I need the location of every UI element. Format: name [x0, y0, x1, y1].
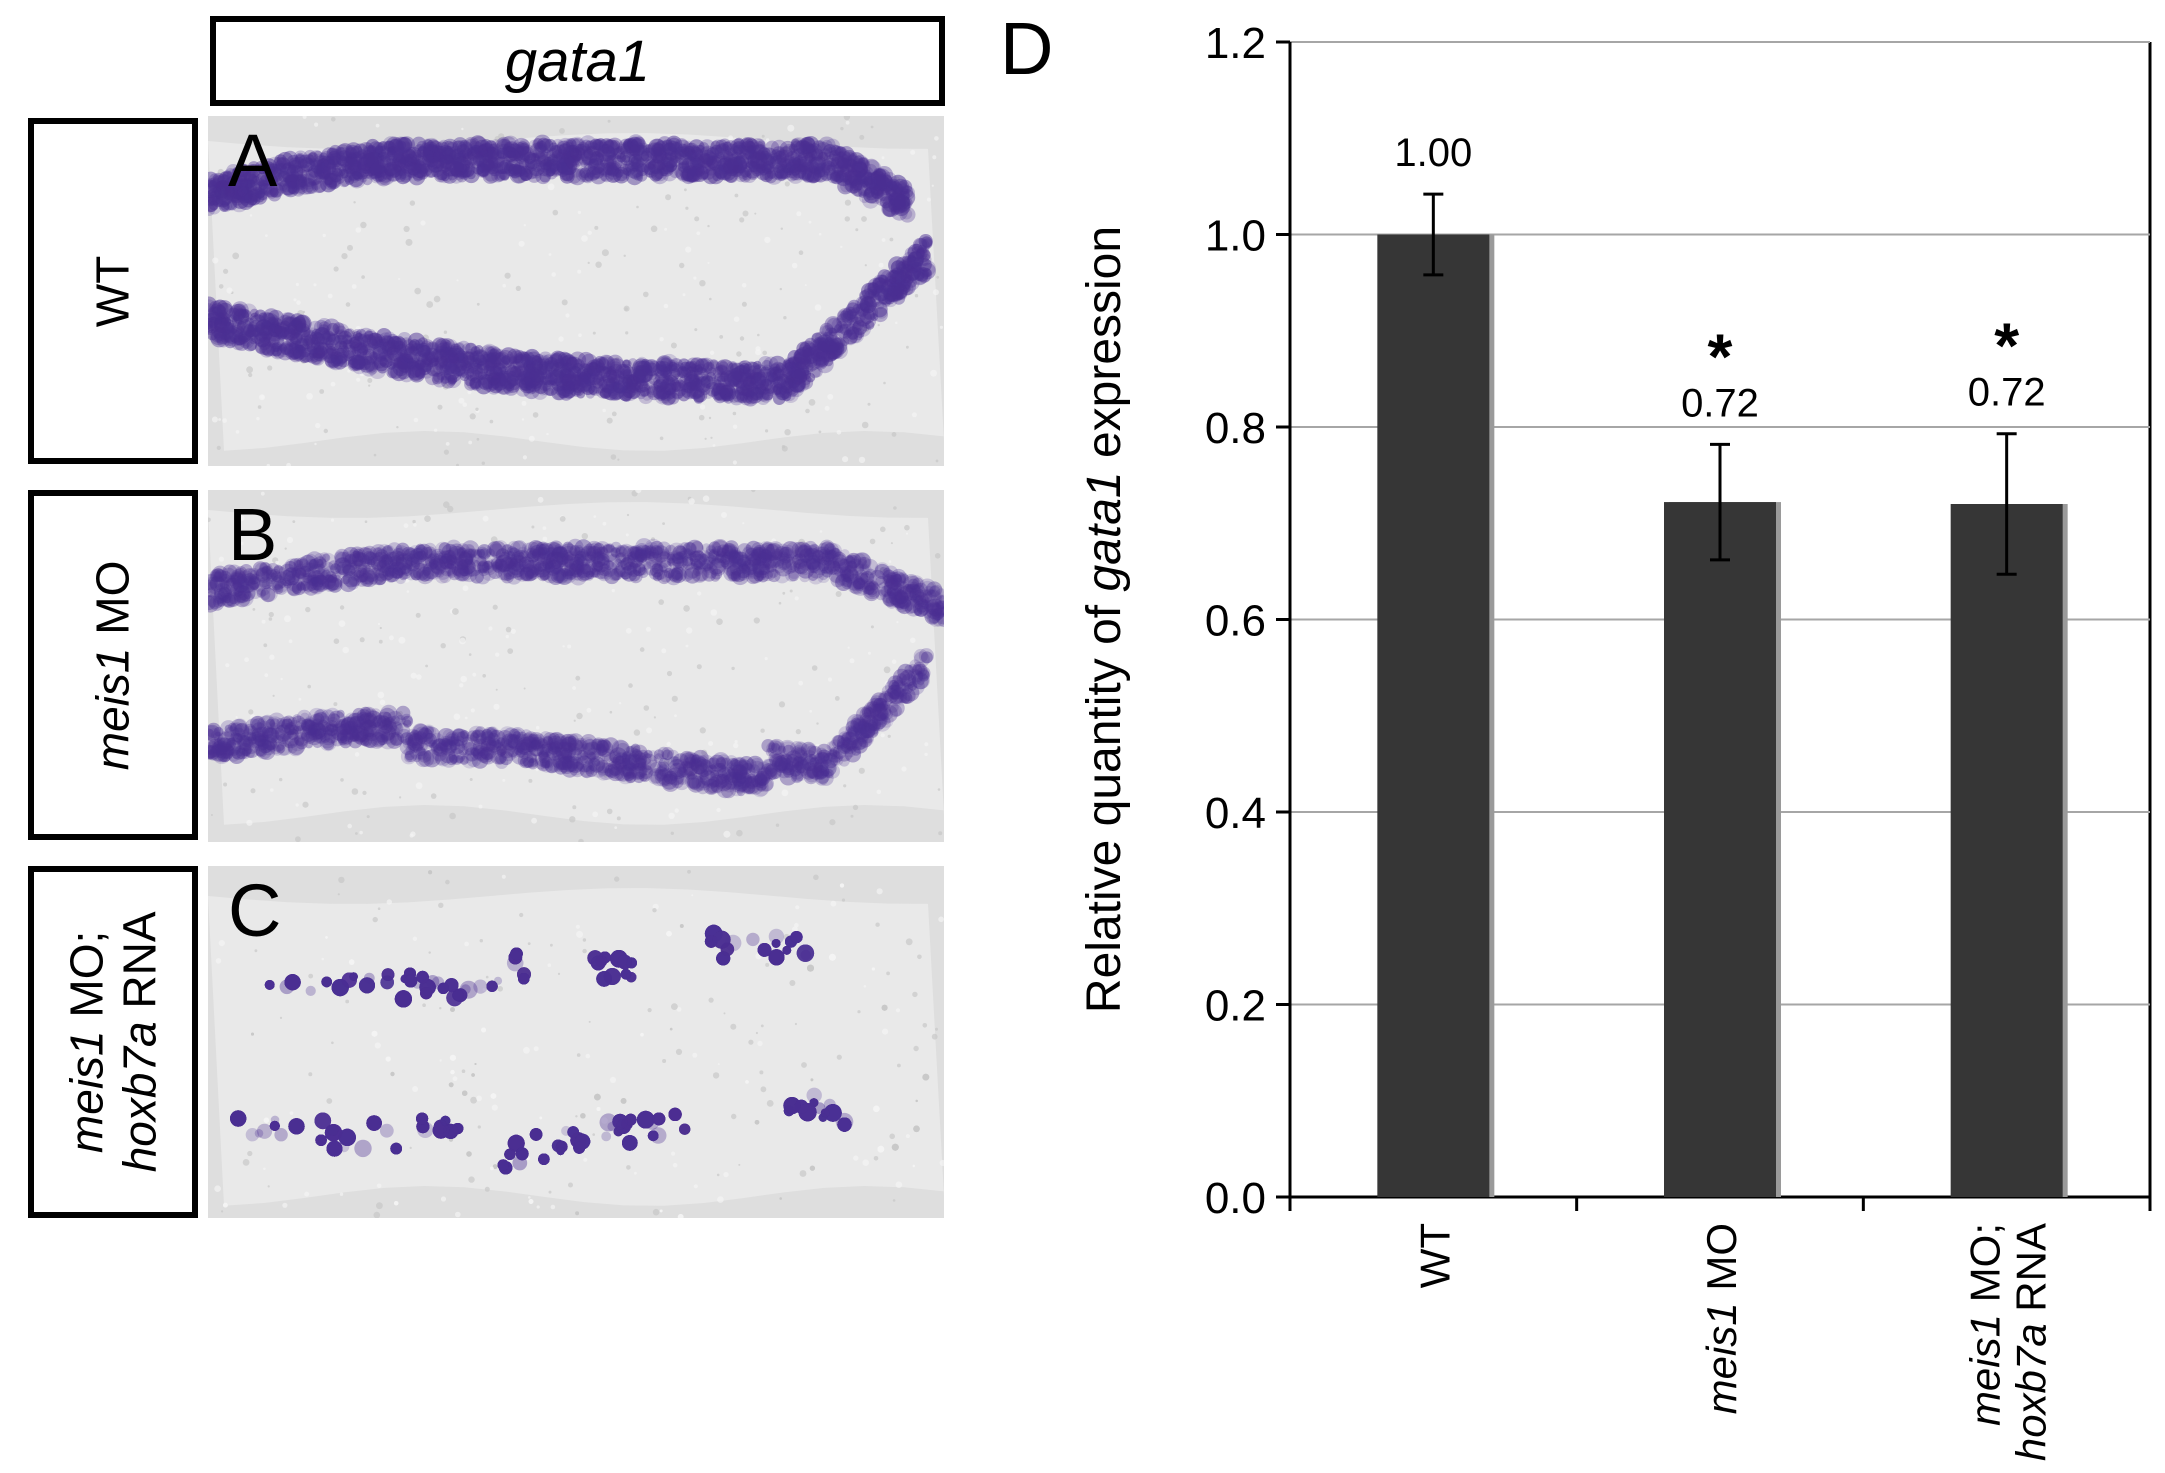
panel-letter-b: B — [228, 493, 278, 576]
panel-letter-a: A — [228, 119, 278, 202]
gene-title: gata1 — [504, 28, 651, 94]
micrograph-panel-b: B — [208, 490, 944, 842]
y-tick-label: 0.2 — [1205, 982, 1266, 1031]
tissue — [208, 888, 944, 1206]
y-tick-label: 0.0 — [1205, 1174, 1266, 1223]
in-situ-image-meis1-mo — [208, 490, 944, 842]
row-label-box-rescue: meis1 MO; hoxb7a RNA — [28, 866, 198, 1218]
y-axis-label: Relative quantity of gata1 expression — [1078, 226, 1131, 1013]
row-label-box-wt: WT — [28, 118, 198, 464]
bar — [1377, 234, 1490, 1197]
bar — [1950, 504, 2063, 1197]
panel-letter-d: D — [1000, 7, 1054, 90]
x-tick-label: meis1 MO; — [1962, 1223, 2009, 1426]
data-label: 0.72 — [1968, 371, 2046, 415]
y-tick-label: 1.2 — [1205, 19, 1266, 68]
x-tick-label: hoxb7a RNA — [2008, 1223, 2055, 1461]
micrograph-panel-a: A — [208, 116, 944, 466]
tissue — [208, 502, 944, 825]
y-tick-label: 0.4 — [1205, 789, 1266, 838]
gene-title-box: gata1 — [210, 16, 945, 106]
panel-letter-c: C — [228, 869, 282, 952]
x-tick-label: WT — [1411, 1223, 1458, 1288]
y-tick-label: 0.8 — [1205, 404, 1266, 453]
x-tick-label: meis1 MO — [1698, 1223, 1745, 1414]
significance-marker: * — [1994, 310, 2019, 382]
y-tick-label: 1.0 — [1205, 212, 1266, 261]
y-tick-label: 0.6 — [1205, 597, 1266, 646]
bar — [1664, 502, 1776, 1197]
data-label: 1.00 — [1394, 131, 1472, 175]
significance-marker: * — [1708, 320, 1733, 392]
micrograph-panel-c: C — [208, 866, 944, 1218]
data-label: 0.72 — [1681, 381, 1759, 425]
in-situ-image-rescue — [208, 866, 944, 1218]
in-situ-image-wt — [208, 116, 944, 466]
tissue — [208, 133, 944, 451]
row-label-box-meis1-mo: meis1 MO — [28, 490, 198, 840]
